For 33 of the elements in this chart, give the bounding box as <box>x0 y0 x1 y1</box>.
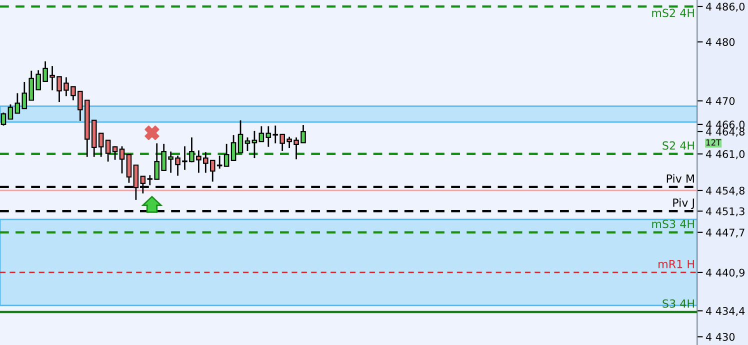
y-tick-label: 4 451,3 <box>706 207 744 216</box>
candlestick <box>112 146 118 161</box>
y-tick-label: 4 434,4 <box>706 307 745 316</box>
ref-line-label: mS2 4H <box>652 8 694 18</box>
candlestick <box>8 104 14 120</box>
y-tick-label: 4 470 <box>706 97 735 105</box>
candlestick <box>252 130 258 159</box>
candlestick <box>105 140 111 162</box>
candlestick <box>230 134 236 162</box>
ref-line-label: Piv J <box>673 198 694 209</box>
text: 12T <box>706 139 722 146</box>
candlestick <box>224 143 230 168</box>
y-tick-label: 4 454,8 <box>706 186 745 196</box>
y-tick-label: 4 430 <box>706 332 735 341</box>
ref-line-label: mR1 H <box>658 260 694 268</box>
ref-line-label: Piv M <box>666 174 694 183</box>
y-tick-label: 4 480 <box>706 38 735 46</box>
candlestick <box>126 154 132 184</box>
y-tick-label: 4 440,9 <box>706 268 744 278</box>
y-tick-label: 4 466,0 <box>706 120 745 130</box>
candlestick <box>244 136 250 152</box>
candlestick <box>238 120 244 154</box>
ref-line-label: S3 4H <box>662 299 694 308</box>
y-tick-label: 4 464,8 <box>706 128 745 137</box>
candlestick <box>258 126 264 142</box>
y-tick-label: 4 486,0 <box>706 2 745 12</box>
ref-line-label: S2 4H <box>662 141 694 150</box>
y-tick-label: 4 447,7 <box>706 228 744 238</box>
y-tick-label: 4 461,0 <box>706 150 745 160</box>
ref-line-label: mS3 4H <box>652 220 694 228</box>
candlestick <box>119 146 125 174</box>
candlestick <box>0 112 6 126</box>
candlestick <box>14 92 20 114</box>
